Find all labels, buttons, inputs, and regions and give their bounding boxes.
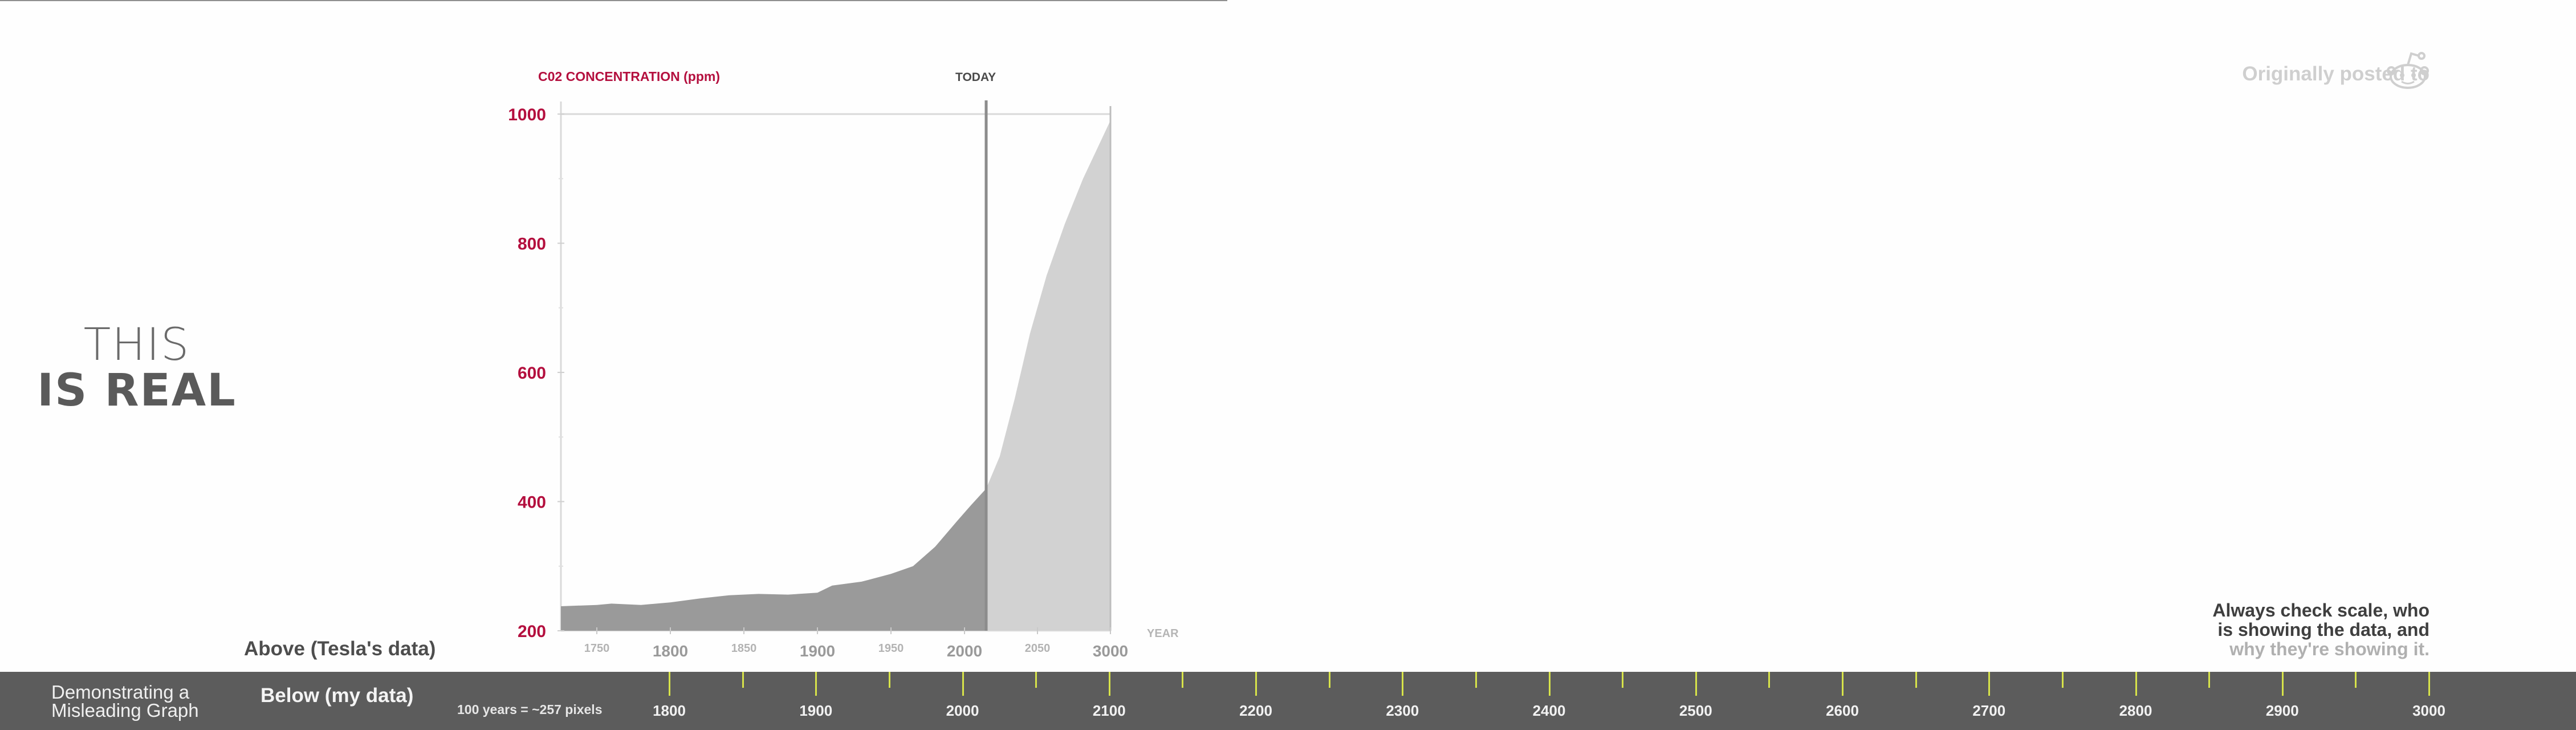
timeline-major-tick (962, 672, 964, 696)
timeline-minor-tick (1475, 672, 1477, 688)
label-below: Below (my data) (261, 684, 414, 707)
x-tick-label: 1950 (878, 642, 904, 655)
scale-note: 100 years = ~257 pixels (457, 702, 603, 717)
co2-area-series-1 (561, 488, 986, 631)
y-tick-label: 600 (518, 364, 546, 383)
timeline-label: 2200 (1239, 702, 1272, 719)
caption-line2: is showing the data, and (2217, 619, 2430, 640)
today-label: TODAY (955, 71, 996, 84)
timeline-major-tick (2281, 672, 2284, 696)
timeline-major-tick (2428, 672, 2430, 696)
timeline-major-tick (1988, 672, 1991, 696)
timeline-major-tick (1695, 672, 1697, 696)
timeline-major-tick (815, 672, 817, 696)
timeline-label: 2500 (1679, 702, 1712, 719)
timeline-label: 2800 (2119, 702, 2152, 719)
timeline-label: 2300 (1386, 702, 1419, 719)
timeline-minor-tick (1915, 672, 1917, 688)
reddit-alien-icon[interactable] (2386, 50, 2430, 94)
bottom-title: Demonstrating a Misleading Graph (51, 683, 199, 720)
x-tick-label: 1900 (800, 642, 835, 660)
timeline-major-tick (1548, 672, 1551, 696)
timeline-label: 2600 (1826, 702, 1859, 719)
headline-line1: THIS (83, 319, 190, 371)
y-tick-label: 1000 (508, 106, 546, 124)
caption-line1: Always check scale, who (2212, 600, 2430, 620)
y-axis-title: C02 CONCENTRATION (ppm) (538, 69, 720, 84)
y-tick-label: 400 (518, 493, 546, 512)
timeline-minor-tick (742, 672, 744, 688)
timeline-major-tick (1842, 672, 1844, 696)
timeline-major-tick (1108, 672, 1110, 696)
x-tick-label: 1850 (731, 642, 757, 655)
x-tick-label: 1750 (584, 642, 610, 655)
top-divider (0, 0, 1227, 1)
y-tick-label: 200 (518, 622, 546, 641)
x-axis-title: YEAR (1147, 627, 1179, 640)
timeline-major-tick (1255, 672, 1257, 696)
timeline-major-tick (1402, 672, 1404, 696)
timeline-label: 2400 (1532, 702, 1566, 719)
timeline-label: 2700 (1972, 702, 2006, 719)
co2-area-series-2 (986, 120, 1110, 631)
timeline-minor-tick (1035, 672, 1037, 688)
timeline-minor-tick (1768, 672, 1771, 688)
caption: Always check scale, who is showing the d… (2212, 601, 2430, 659)
x-tick-label: 3000 (1093, 642, 1128, 660)
timeline-minor-tick (1182, 672, 1184, 688)
bottom-title-line1: Demonstrating a (51, 682, 190, 703)
bottom-title-line2: Misleading Graph (51, 700, 199, 721)
x-tick-label: 2000 (947, 642, 982, 660)
label-above: Above (Tesla's data) (244, 638, 436, 660)
headline-line2: IS REAL (37, 365, 237, 416)
x-tick-label: 2050 (1025, 642, 1051, 655)
timeline-major-tick (669, 672, 670, 696)
timeline-major-tick (2135, 672, 2137, 696)
timeline-minor-tick (2355, 672, 2357, 688)
timeline-label: 2900 (2265, 702, 2299, 719)
timeline-minor-tick (1328, 672, 1330, 688)
timeline-label: 2100 (1092, 702, 1126, 719)
timeline-minor-tick (2061, 672, 2064, 688)
timeline-minor-tick (2208, 672, 2211, 688)
timeline-label: 1900 (799, 702, 833, 719)
timeline-label: 1800 (653, 702, 686, 719)
y-tick-label: 800 (518, 235, 546, 254)
timeline-label: 2000 (946, 702, 979, 719)
timeline-label: 3000 (2412, 702, 2445, 719)
x-tick-label: 1800 (653, 642, 688, 660)
bottom-bar: Demonstrating a Misleading Graph Below (… (0, 672, 2576, 730)
timeline-minor-tick (888, 672, 890, 688)
caption-line3: why they're showing it. (2229, 639, 2430, 659)
timeline-minor-tick (1622, 672, 1624, 688)
